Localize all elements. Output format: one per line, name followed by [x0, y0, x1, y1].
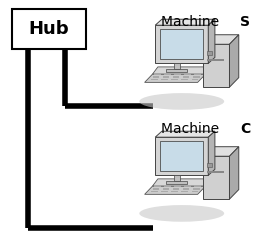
Polygon shape — [145, 74, 206, 82]
Polygon shape — [229, 35, 239, 87]
Bar — [174, 174, 180, 181]
Bar — [160, 29, 203, 59]
Bar — [161, 191, 168, 193]
Bar — [174, 185, 181, 187]
Bar — [183, 188, 189, 190]
Bar — [207, 163, 212, 167]
Polygon shape — [145, 186, 206, 194]
Bar — [163, 76, 169, 78]
Bar — [207, 51, 212, 55]
Bar — [163, 188, 169, 190]
Text: Hub: Hub — [29, 20, 69, 38]
Bar — [207, 59, 224, 61]
Bar — [174, 73, 181, 75]
Bar — [174, 63, 180, 69]
Bar — [193, 76, 199, 78]
Bar — [183, 76, 189, 78]
Bar — [160, 141, 203, 171]
Polygon shape — [152, 67, 211, 74]
Polygon shape — [208, 19, 215, 63]
Polygon shape — [203, 147, 239, 156]
Bar — [161, 79, 168, 80]
Bar — [151, 79, 158, 80]
Bar — [12, 8, 86, 49]
Polygon shape — [229, 147, 239, 199]
Bar — [192, 79, 198, 80]
Polygon shape — [155, 131, 215, 137]
Bar — [194, 73, 201, 75]
Bar — [181, 191, 188, 193]
Bar — [152, 188, 159, 190]
Polygon shape — [203, 35, 239, 44]
Bar — [166, 69, 187, 72]
Bar — [164, 185, 171, 187]
Bar — [203, 44, 229, 87]
Bar — [152, 76, 159, 78]
Bar — [172, 191, 178, 193]
Ellipse shape — [139, 205, 224, 222]
Bar — [173, 188, 179, 190]
Bar — [207, 171, 224, 173]
Bar — [154, 185, 161, 187]
Text: Machine: Machine — [161, 15, 223, 29]
Text: Machine: Machine — [161, 122, 223, 136]
Bar — [181, 79, 188, 80]
Bar — [172, 79, 178, 80]
Bar — [173, 76, 179, 78]
Ellipse shape — [139, 93, 224, 110]
Text: C: C — [240, 122, 251, 136]
Bar — [164, 73, 171, 75]
Bar — [192, 191, 198, 193]
Polygon shape — [155, 19, 215, 25]
Bar — [155, 137, 208, 175]
Bar — [194, 185, 201, 187]
Text: S: S — [240, 15, 250, 29]
Polygon shape — [208, 131, 215, 175]
Bar — [154, 73, 161, 75]
Bar — [184, 185, 191, 187]
Bar — [184, 73, 191, 75]
Bar — [203, 156, 229, 199]
Bar — [155, 25, 208, 63]
Polygon shape — [152, 179, 211, 186]
Bar — [166, 181, 187, 184]
Bar — [193, 188, 199, 190]
Bar — [151, 191, 158, 193]
